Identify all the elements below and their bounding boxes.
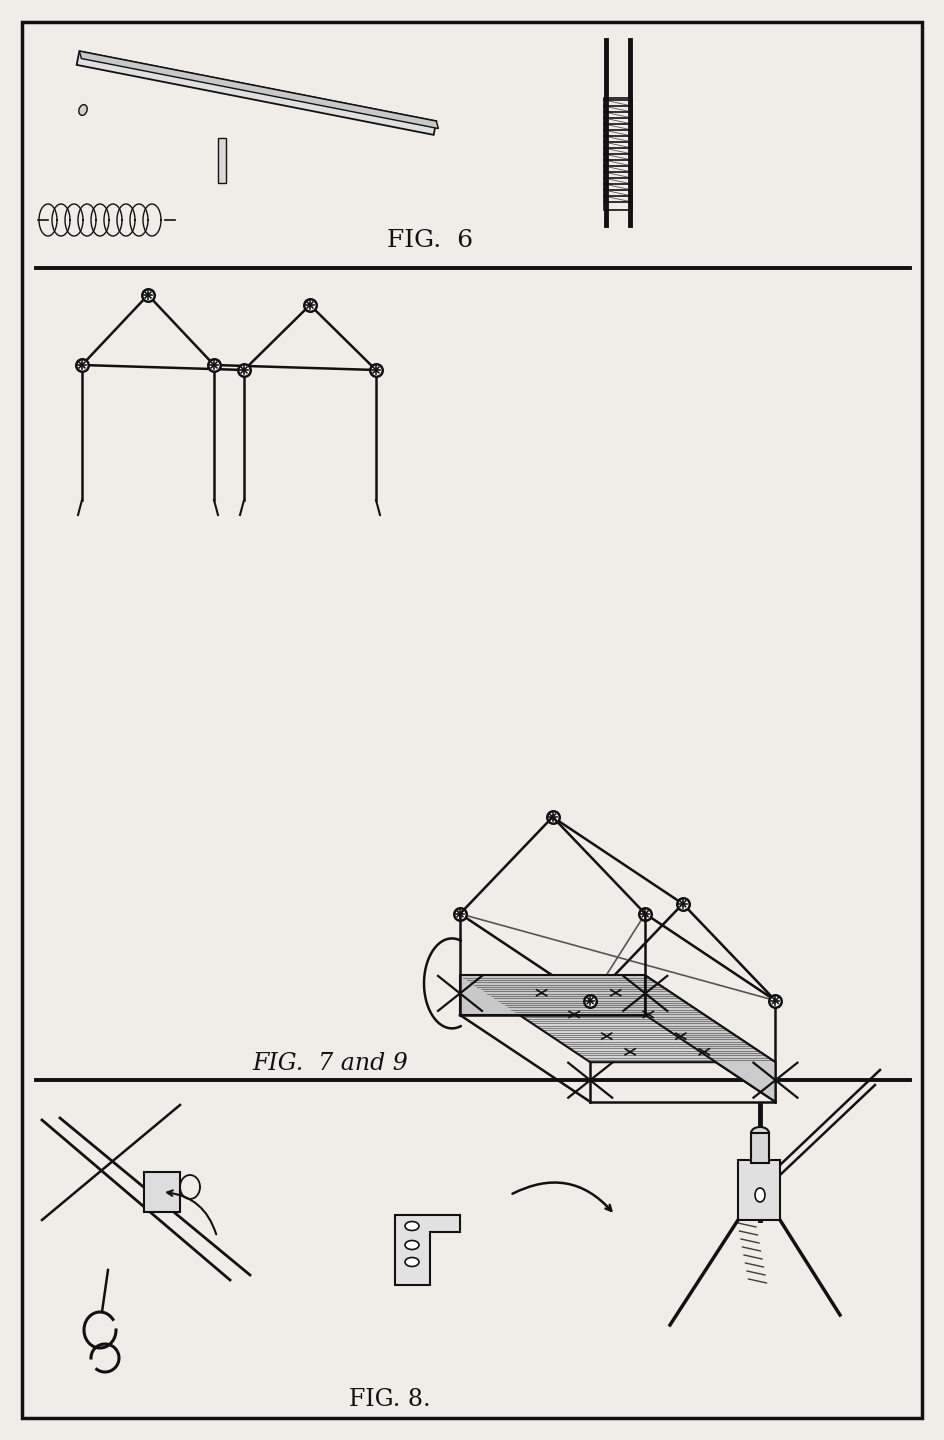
Text: FIG. 8.: FIG. 8. xyxy=(349,1388,430,1411)
Polygon shape xyxy=(460,975,775,1063)
Bar xyxy=(604,98,632,210)
Polygon shape xyxy=(646,975,775,1102)
Bar xyxy=(218,138,226,183)
Ellipse shape xyxy=(405,1257,419,1267)
Ellipse shape xyxy=(78,105,87,115)
Bar xyxy=(751,1133,769,1164)
Polygon shape xyxy=(76,52,436,135)
Ellipse shape xyxy=(751,1128,769,1139)
Ellipse shape xyxy=(755,1188,765,1202)
Ellipse shape xyxy=(405,1221,419,1231)
Text: FIG.  6: FIG. 6 xyxy=(387,229,473,252)
Ellipse shape xyxy=(405,1240,419,1250)
Polygon shape xyxy=(460,975,646,1015)
Text: FIG.  7 and 9: FIG. 7 and 9 xyxy=(252,1051,408,1074)
Polygon shape xyxy=(144,1172,180,1212)
Polygon shape xyxy=(395,1215,460,1284)
Polygon shape xyxy=(79,52,438,128)
Polygon shape xyxy=(738,1161,780,1220)
